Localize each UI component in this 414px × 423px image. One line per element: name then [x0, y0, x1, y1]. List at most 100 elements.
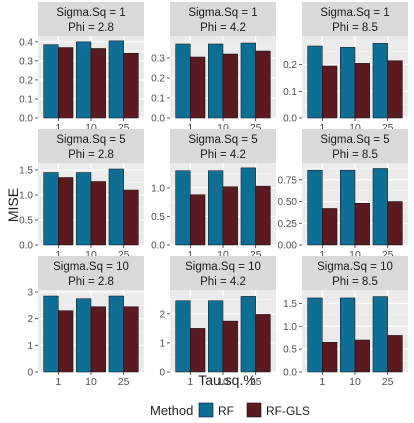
bar-rf [240, 167, 256, 246]
bar-rf [108, 295, 124, 373]
bar-rf-gls [190, 328, 206, 373]
bar-rf [240, 42, 256, 119]
bar-rf [43, 295, 59, 373]
y-tick-label: 0 [159, 368, 165, 379]
facet-panel: Sigma.Sq = 1 Phi = 8.5 0.0 0.1 0.2 1 10 25 [283, 2, 408, 134]
bar-rf [76, 298, 92, 373]
y-tick-label: 0.5 [19, 216, 33, 227]
y-tick-label: 0.5 [283, 345, 297, 356]
facet-panel: Sigma.Sq = 1 Phi = 2.8 0.0 0.1 0.2 0.3 0.4 1 10 2… [19, 2, 144, 134]
y-tick-label: 2 [159, 309, 165, 320]
facet-strip-label: Phi = 4.2 [200, 149, 246, 161]
facet-panel: Sigma.Sq = 5 Phi = 4.2 0.0 0.5 1.0 1 10 25 [151, 129, 276, 261]
bar-rf-gls [387, 201, 403, 246]
bar-rf-gls [58, 177, 74, 246]
bar-rf-gls [90, 48, 106, 119]
y-tick-label: 1.0 [283, 322, 297, 333]
bar-rf-gls [255, 314, 271, 373]
facet-panel: Sigma.Sq = 5 Phi = 8.5 0.00 0.25 0.50 0.75 1 10… [278, 129, 408, 261]
bar-rf [108, 40, 124, 119]
x-tick-label: 10 [85, 122, 97, 134]
bar-rf-gls [354, 63, 370, 119]
facet-strip [170, 2, 276, 36]
facet-strip-label: Sigma.Sq = 5 [188, 134, 257, 146]
y-tick-label: 0.5 [151, 212, 165, 223]
facet-strip [38, 2, 144, 36]
legend-key-rf-gls [246, 402, 262, 418]
x-tick-label: 25 [250, 122, 262, 134]
bar-rf [43, 172, 59, 246]
bar-rf-gls [322, 65, 338, 119]
facet-panel: Sigma.Sq = 5 Phi = 2.8 0.0 0.5 1.0 1.5 1 10 25 [19, 129, 144, 261]
bar-rf [76, 172, 92, 246]
bar-rf-gls [322, 342, 338, 373]
facet-strip [38, 129, 144, 163]
y-tick-label: 1.5 [283, 299, 297, 310]
y-tick-label: 1.0 [151, 183, 165, 194]
y-tick-label: 0.2 [283, 60, 297, 71]
bar-rf [372, 168, 388, 246]
facet-strip [38, 256, 144, 290]
x-tick-label: 10 [85, 249, 97, 261]
bar-rf [307, 169, 323, 246]
facet-panel: Sigma.Sq = 1 Phi = 4.2 0.0 0.1 0.2 0.3 1 10 25 [151, 2, 276, 134]
bar-rf-gls [322, 208, 338, 246]
facet-strip-label: Phi = 8.5 [332, 22, 378, 34]
facet-strip-label: Sigma.Sq = 1 [320, 7, 389, 19]
x-tick-label: 10 [349, 122, 361, 134]
bar-rf [43, 44, 59, 119]
bar-rf-gls [255, 185, 271, 246]
legend-label-rf-gls: RF-GLS [266, 404, 310, 418]
y-tick-label: 0.0 [283, 114, 297, 125]
y-tick-label: 2 [27, 314, 33, 325]
bar-rf [175, 300, 191, 373]
y-tick-label: 0.1 [283, 87, 297, 98]
bar-rf-gls [90, 181, 106, 246]
bar-rf-gls [190, 56, 206, 119]
y-tick-label: 0.0 [283, 368, 297, 379]
facet-strip [170, 256, 276, 290]
x-tick-label: 1 [187, 376, 193, 388]
x-tick-label: 10 [85, 376, 97, 388]
x-tick-label: 1 [319, 122, 325, 134]
bar-rf-gls [387, 60, 403, 119]
y-tick-label: 1 [27, 341, 33, 352]
facet-panel: Sigma.Sq = 10 Phi = 4.2 0 1 2 1 10 25 [159, 256, 276, 388]
x-tick-label: 10 [349, 249, 361, 261]
x-tick-label: 10 [217, 376, 229, 388]
bar-rf-gls [222, 53, 238, 119]
facet-strip-label: Sigma.Sq = 5 [320, 134, 389, 146]
y-tick-label: 0.2 [151, 74, 165, 85]
bar-rf [208, 43, 224, 119]
y-tick-label: 0.0 [151, 241, 165, 252]
bar-rf-gls [90, 306, 106, 373]
facet-strip [170, 129, 276, 163]
bar-rf [175, 170, 191, 246]
y-tick-label: 0.50 [278, 197, 298, 208]
facet-strip [302, 129, 408, 163]
y-tick-label: 0.1 [151, 94, 165, 105]
facet-strip-label: Sigma.Sq = 5 [56, 134, 125, 146]
facet-strip-label: Phi = 8.5 [332, 149, 378, 161]
facet-strip-label: Sigma.Sq = 1 [188, 7, 257, 19]
bar-rf [307, 45, 323, 119]
legend-key-rf [198, 402, 214, 418]
facet-strip-label: Sigma.Sq = 10 [317, 261, 393, 273]
bar-rf [208, 300, 224, 373]
y-tick-label: 0 [27, 368, 33, 379]
x-tick-label: 1 [187, 122, 193, 134]
y-tick-label: 0.3 [19, 56, 33, 67]
bar-rf-gls [123, 52, 139, 119]
facet-strip-label: Phi = 4.2 [200, 276, 246, 288]
facet-strip [302, 256, 408, 290]
facet-strip-label: Phi = 2.8 [68, 149, 114, 161]
y-tick-label: 1.5 [19, 166, 33, 177]
bar-rf-gls [222, 186, 238, 246]
bar-rf-gls [58, 310, 74, 373]
legend-label-rf: RF [218, 404, 234, 418]
x-tick-label: 10 [217, 122, 229, 134]
facet-strip-label: Phi = 4.2 [200, 22, 246, 34]
facet-strip-label: Sigma.Sq = 1 [56, 7, 125, 19]
bar-rf [372, 296, 388, 373]
